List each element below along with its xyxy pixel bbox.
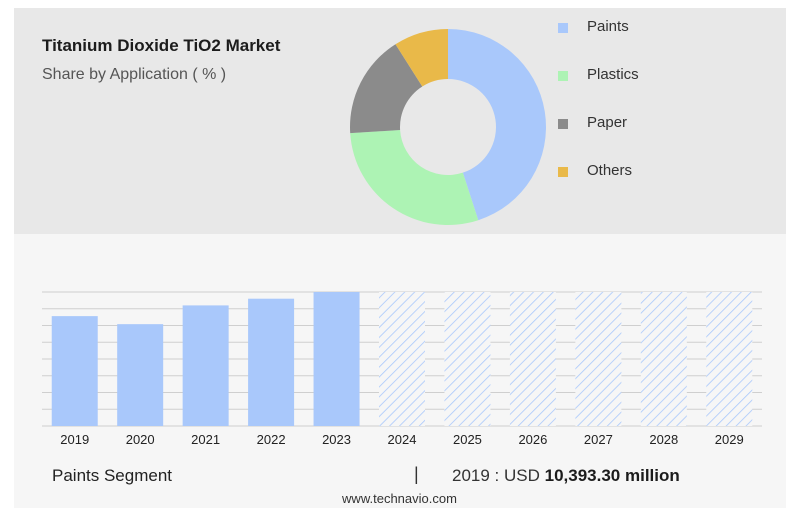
chart-subtitle: Share by Application ( % ) xyxy=(42,66,227,83)
legend-item-paints: Paints xyxy=(558,16,758,40)
x-tick-label: 2026 xyxy=(518,432,547,447)
value-prefix: 2019 : USD xyxy=(452,466,540,485)
x-tick-label: 2019 xyxy=(60,432,89,447)
bar-2019 xyxy=(51,316,98,426)
legend-swatch xyxy=(558,167,568,177)
segment-value: 2019 : USD 10,393.30 million xyxy=(452,466,680,486)
x-tick-label: 2020 xyxy=(126,432,155,447)
bar-2022 xyxy=(248,298,295,426)
legend-label: Paper xyxy=(587,114,628,131)
legend-swatch xyxy=(558,23,568,33)
forecast-bar-2025 xyxy=(444,292,491,426)
legend-label: Paints xyxy=(587,18,629,35)
x-tick-label: 2023 xyxy=(322,432,351,447)
donut-slice-paper xyxy=(350,44,423,134)
forecast-bar-2028 xyxy=(640,292,687,426)
chart-title: Titanium Dioxide TiO2 Market xyxy=(42,36,281,55)
donut-chart xyxy=(350,29,546,225)
legend-item-plastics: Plastics xyxy=(558,64,758,88)
segment-label: Paints Segment xyxy=(52,466,173,485)
x-tick-label: 2029 xyxy=(715,432,744,447)
bar-2020 xyxy=(117,324,164,426)
donut-slice-plastics xyxy=(350,130,479,225)
forecast-bar-2026 xyxy=(509,292,556,426)
donut-slice-paints xyxy=(448,29,546,221)
forecast-bar-2027 xyxy=(575,292,622,426)
forecast-bar-2029 xyxy=(706,292,753,426)
x-tick-label: 2022 xyxy=(257,432,286,447)
x-tick-label: 2024 xyxy=(388,432,417,447)
x-tick-label: 2027 xyxy=(584,432,613,447)
value-amount: 10,393.30 million xyxy=(544,466,680,485)
x-tick-label: 2028 xyxy=(649,432,678,447)
forecast-bar-2024 xyxy=(379,292,425,426)
bar-2023 xyxy=(313,292,360,426)
bar-2021 xyxy=(182,305,229,426)
legend-item-paper: Paper xyxy=(558,112,758,136)
legend-swatch xyxy=(558,119,568,129)
legend-swatch xyxy=(558,71,568,81)
legend-label: Others xyxy=(587,162,633,179)
footer-separator: | xyxy=(414,464,419,484)
x-tick-label: 2021 xyxy=(191,432,220,447)
source-link[interactable]: www.technavio.com xyxy=(342,491,457,506)
legend-label: Plastics xyxy=(587,66,639,83)
x-tick-label: 2025 xyxy=(453,432,482,447)
bar-chart: 2019 2020 2021 2022 2023 2024 2025 2026 2027 2028… xyxy=(42,291,762,447)
donut-slice-others xyxy=(395,29,448,87)
legend-item-others: Others xyxy=(558,160,758,184)
